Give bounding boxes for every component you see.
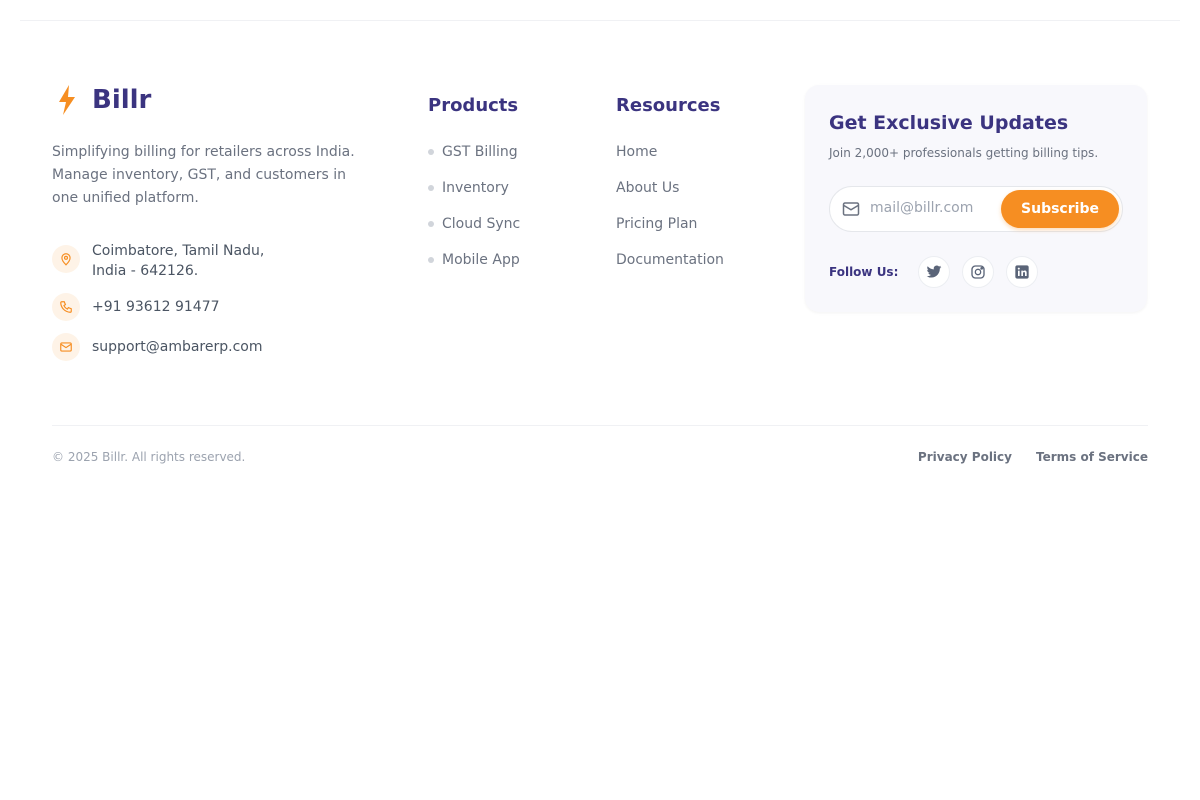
bullet-icon — [428, 149, 434, 155]
instagram-button[interactable] — [962, 256, 995, 288]
resources-title: Resources — [616, 95, 721, 116]
location-pin-icon — [52, 245, 80, 273]
link-label: Cloud Sync — [442, 216, 521, 232]
product-link[interactable]: Mobile App — [428, 242, 520, 278]
email-input[interactable] — [870, 200, 1000, 216]
contact-email[interactable]: support@ambarerp.com — [52, 333, 263, 361]
link-label: Mobile App — [442, 252, 520, 268]
linkedin-icon — [1015, 265, 1030, 279]
address-line-1: Coimbatore, Tamil Nadu, — [92, 243, 265, 259]
newsletter-card: Get Exclusive Updates Join 2,000+ profes… — [805, 85, 1147, 312]
terms-of-service-link[interactable]: Terms of Service — [1035, 450, 1148, 464]
legal-links: Privacy Policy Terms of Service — [918, 450, 1148, 464]
link-label: Inventory — [442, 180, 509, 196]
link-label: GST Billing — [442, 144, 518, 160]
lightning-icon — [59, 85, 75, 115]
address-line-2: India - 642126. — [92, 263, 199, 279]
top-divider — [20, 20, 1180, 21]
bullet-icon — [428, 257, 434, 263]
resource-link[interactable]: About Us — [616, 180, 680, 196]
products-column: Products GST Billing Inventory Cloud Syn… — [428, 95, 520, 287]
phone-number: +91 93612 91477 — [92, 299, 220, 315]
products-title: Products — [428, 95, 519, 116]
subscribe-form: Subscribe — [829, 186, 1123, 232]
resource-link[interactable]: Home — [616, 144, 658, 160]
resources-column: Resources Home About Us Pricing Plan Doc… — [616, 95, 724, 287]
bottom-divider — [52, 425, 1148, 426]
email-address: support@ambarerp.com — [92, 339, 263, 355]
newsletter-subtitle: Join 2,000+ professionals getting billin… — [829, 146, 1099, 160]
follow-label: Follow Us: — [829, 265, 899, 279]
twitter-icon — [927, 265, 942, 278]
product-link[interactable]: GST Billing — [428, 134, 520, 170]
product-link[interactable]: Inventory — [428, 170, 520, 206]
twitter-button[interactable] — [918, 256, 951, 288]
instagram-icon — [971, 265, 986, 279]
bullet-icon — [428, 221, 434, 227]
copyright: © 2025 Billr. All rights reserved. — [52, 450, 246, 464]
mail-icon — [52, 333, 80, 361]
resource-link[interactable]: Pricing Plan — [616, 216, 698, 232]
subscribe-button[interactable]: Subscribe — [1001, 190, 1119, 228]
brand-description: Simplifying billing for retailers across… — [52, 144, 355, 206]
brand-name: Billr — [92, 85, 152, 115]
brand-logo[interactable]: Billr — [52, 84, 151, 116]
resource-link[interactable]: Documentation — [616, 252, 724, 268]
newsletter-title: Get Exclusive Updates — [829, 112, 1069, 134]
phone-icon — [52, 293, 80, 321]
product-link[interactable]: Cloud Sync — [428, 206, 520, 242]
mail-icon — [842, 202, 860, 216]
social-links: Follow Us: — [829, 256, 1039, 288]
linkedin-button[interactable] — [1006, 256, 1039, 288]
privacy-policy-link[interactable]: Privacy Policy — [917, 450, 1012, 464]
bullet-icon — [428, 185, 434, 191]
contact-phone[interactable]: +91 93612 91477 — [52, 293, 220, 321]
contact-address: Coimbatore, Tamil Nadu, India - 642126. — [52, 241, 264, 281]
